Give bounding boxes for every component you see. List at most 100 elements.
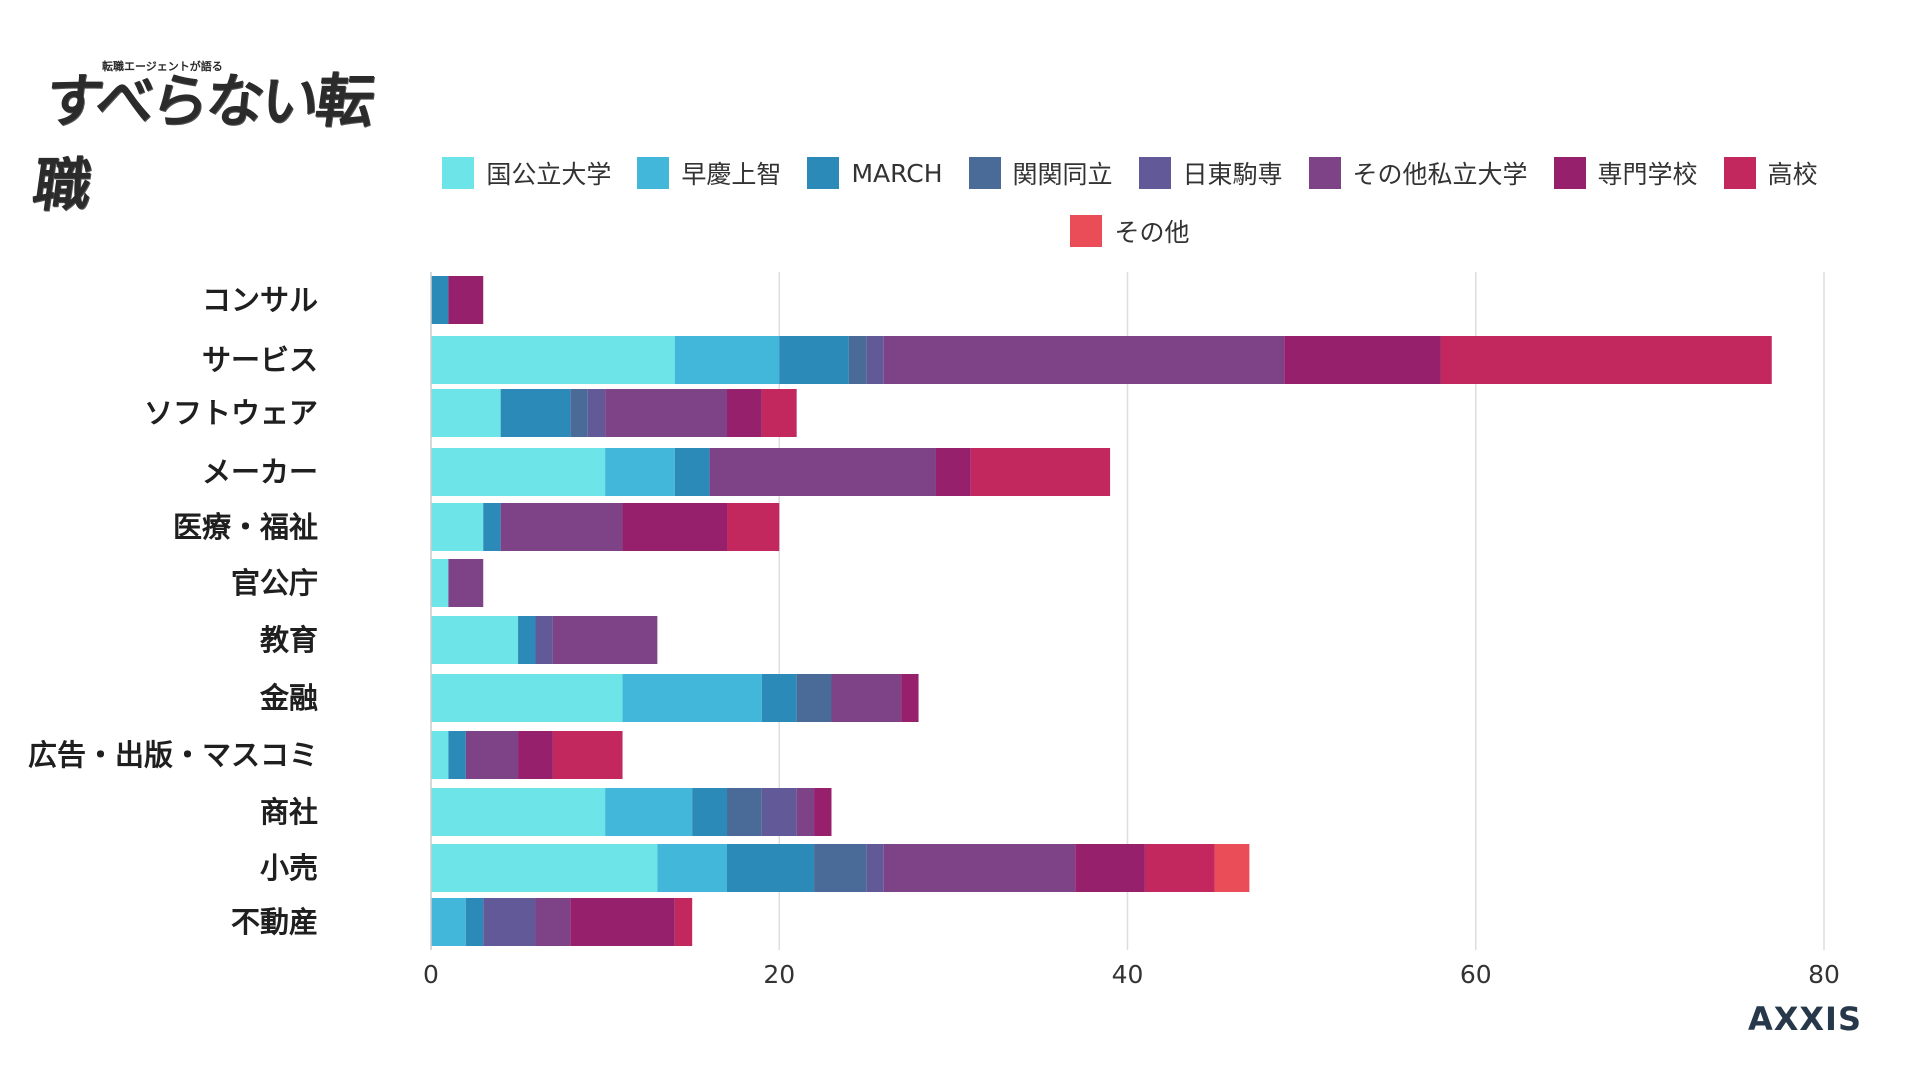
legend-label: 専門学校 (1597, 160, 1698, 189)
bar-segment (431, 276, 449, 324)
category-label: 医療・福祉 (173, 510, 318, 544)
bar-segment (866, 844, 884, 892)
legend-label: 日東駒専 (1182, 160, 1283, 189)
bar-segment (848, 336, 867, 384)
category-label: 不動産 (231, 905, 318, 939)
logo-subtitle: 転職エージェントが語る (102, 60, 223, 73)
bar-segment (500, 503, 623, 551)
bar-segment (431, 616, 519, 664)
legend-swatch (1308, 157, 1341, 189)
bar-segment (674, 448, 710, 496)
category-label: 教育 (260, 623, 318, 657)
category-label: 官公庁 (231, 566, 318, 600)
bar-segment (727, 389, 762, 437)
bar-segment (431, 389, 501, 437)
x-tick-label: 60 (1460, 960, 1492, 989)
bar-segment (431, 788, 606, 836)
bar-segment (1075, 844, 1145, 892)
bar-segment (431, 448, 606, 496)
category-label: 商社 (260, 795, 318, 829)
legend-swatch (968, 157, 1001, 189)
category-label: 小売 (260, 851, 318, 885)
legend-label: MARCH (851, 158, 943, 188)
x-tick-label: 20 (763, 960, 795, 989)
chart-legend: 国公立大学 早慶上智 MARCH 関関同立 日東駒専 その他私立大学 専門学校 高校その他 (440, 155, 1820, 249)
category-label: 金融 (259, 681, 318, 715)
legend-swatch (1723, 157, 1756, 189)
legend-swatch (1553, 157, 1586, 189)
bar-segment (779, 336, 849, 384)
bar-segment (483, 898, 536, 946)
legend-item: 早慶上智 (637, 155, 781, 191)
bar-segment (1440, 336, 1772, 384)
bar-segment (831, 674, 902, 722)
category-label: メーカー (202, 455, 318, 489)
bar-segment (727, 844, 815, 892)
legend-swatch (637, 157, 670, 189)
category-label: コンサル (202, 283, 318, 317)
bar-segment (465, 898, 484, 946)
legend-swatch (807, 157, 840, 189)
bar-segment (448, 276, 484, 324)
bar-segment (448, 731, 466, 779)
bar-segment (814, 788, 832, 836)
bar-segment (727, 503, 780, 551)
x-tick-label: 0 (423, 960, 439, 989)
legend-item: 高校 (1723, 155, 1818, 191)
bar-segment (431, 503, 484, 551)
bar-segment (431, 336, 675, 384)
bar-segment (535, 616, 553, 664)
bar-segment (535, 898, 571, 946)
bar-segment (970, 448, 1111, 496)
category-label: 広告・出版・マスコミ (28, 738, 318, 772)
bar-segment (814, 844, 867, 892)
legend-item: その他私立大学 (1308, 155, 1528, 191)
legend-swatch (1070, 215, 1103, 247)
bar-segment (552, 616, 658, 664)
legend-item: 日東駒専 (1138, 155, 1283, 191)
category-label: サービス (202, 343, 318, 377)
axxis-logo: AXXIS (1747, 1000, 1862, 1038)
bar-segment (570, 389, 588, 437)
bar-segment (448, 559, 484, 607)
category-label: ソフトウェア (144, 396, 318, 430)
legend-swatch (442, 157, 475, 189)
x-tick-label: 40 (1112, 960, 1144, 989)
legend-item: 専門学校 (1553, 155, 1698, 191)
legend-label: その他私立大学 (1352, 160, 1528, 189)
bar-segment (587, 389, 606, 437)
bar-segment (866, 336, 884, 384)
legend-item: 国公立大学 (442, 155, 611, 191)
legend-label: 国公立大学 (486, 160, 612, 189)
bar-segment (901, 674, 919, 722)
bar-segment (674, 898, 693, 946)
bar-segment (761, 788, 797, 836)
bar-segment (657, 844, 728, 892)
bar-segment (761, 674, 797, 722)
legend-label: その他 (1114, 218, 1190, 247)
bar-segment (552, 731, 623, 779)
bar-segment (483, 503, 501, 551)
bar-segment (761, 389, 797, 437)
bar-segment (622, 503, 728, 551)
bar-segment (518, 731, 553, 779)
stacked-bar-chart: コンサルサービスソフトウェアメーカー医療・福祉官公庁教育金融広告・出版・マスコミ… (28, 272, 1840, 989)
bar-segment (570, 898, 675, 946)
bar-segment (431, 898, 466, 946)
bar-segment (605, 788, 693, 836)
bar-segment (605, 389, 728, 437)
bar-segment (1144, 844, 1215, 892)
bar-segment (709, 448, 936, 496)
bar-segment (674, 336, 780, 384)
bar-segment (431, 559, 449, 607)
bar-segment (605, 448, 675, 496)
bar-segment (727, 788, 762, 836)
legend-item: 関関同立 (968, 155, 1113, 191)
bar-segment (500, 389, 571, 437)
legend-swatch (1138, 157, 1171, 189)
bar-segment (883, 336, 1285, 384)
legend-label: 高校 (1767, 160, 1818, 189)
bar-segment (431, 674, 623, 722)
logo: すべらない転職 転職エージェントが語る (29, 48, 376, 219)
legend-item: その他 (1070, 213, 1190, 249)
